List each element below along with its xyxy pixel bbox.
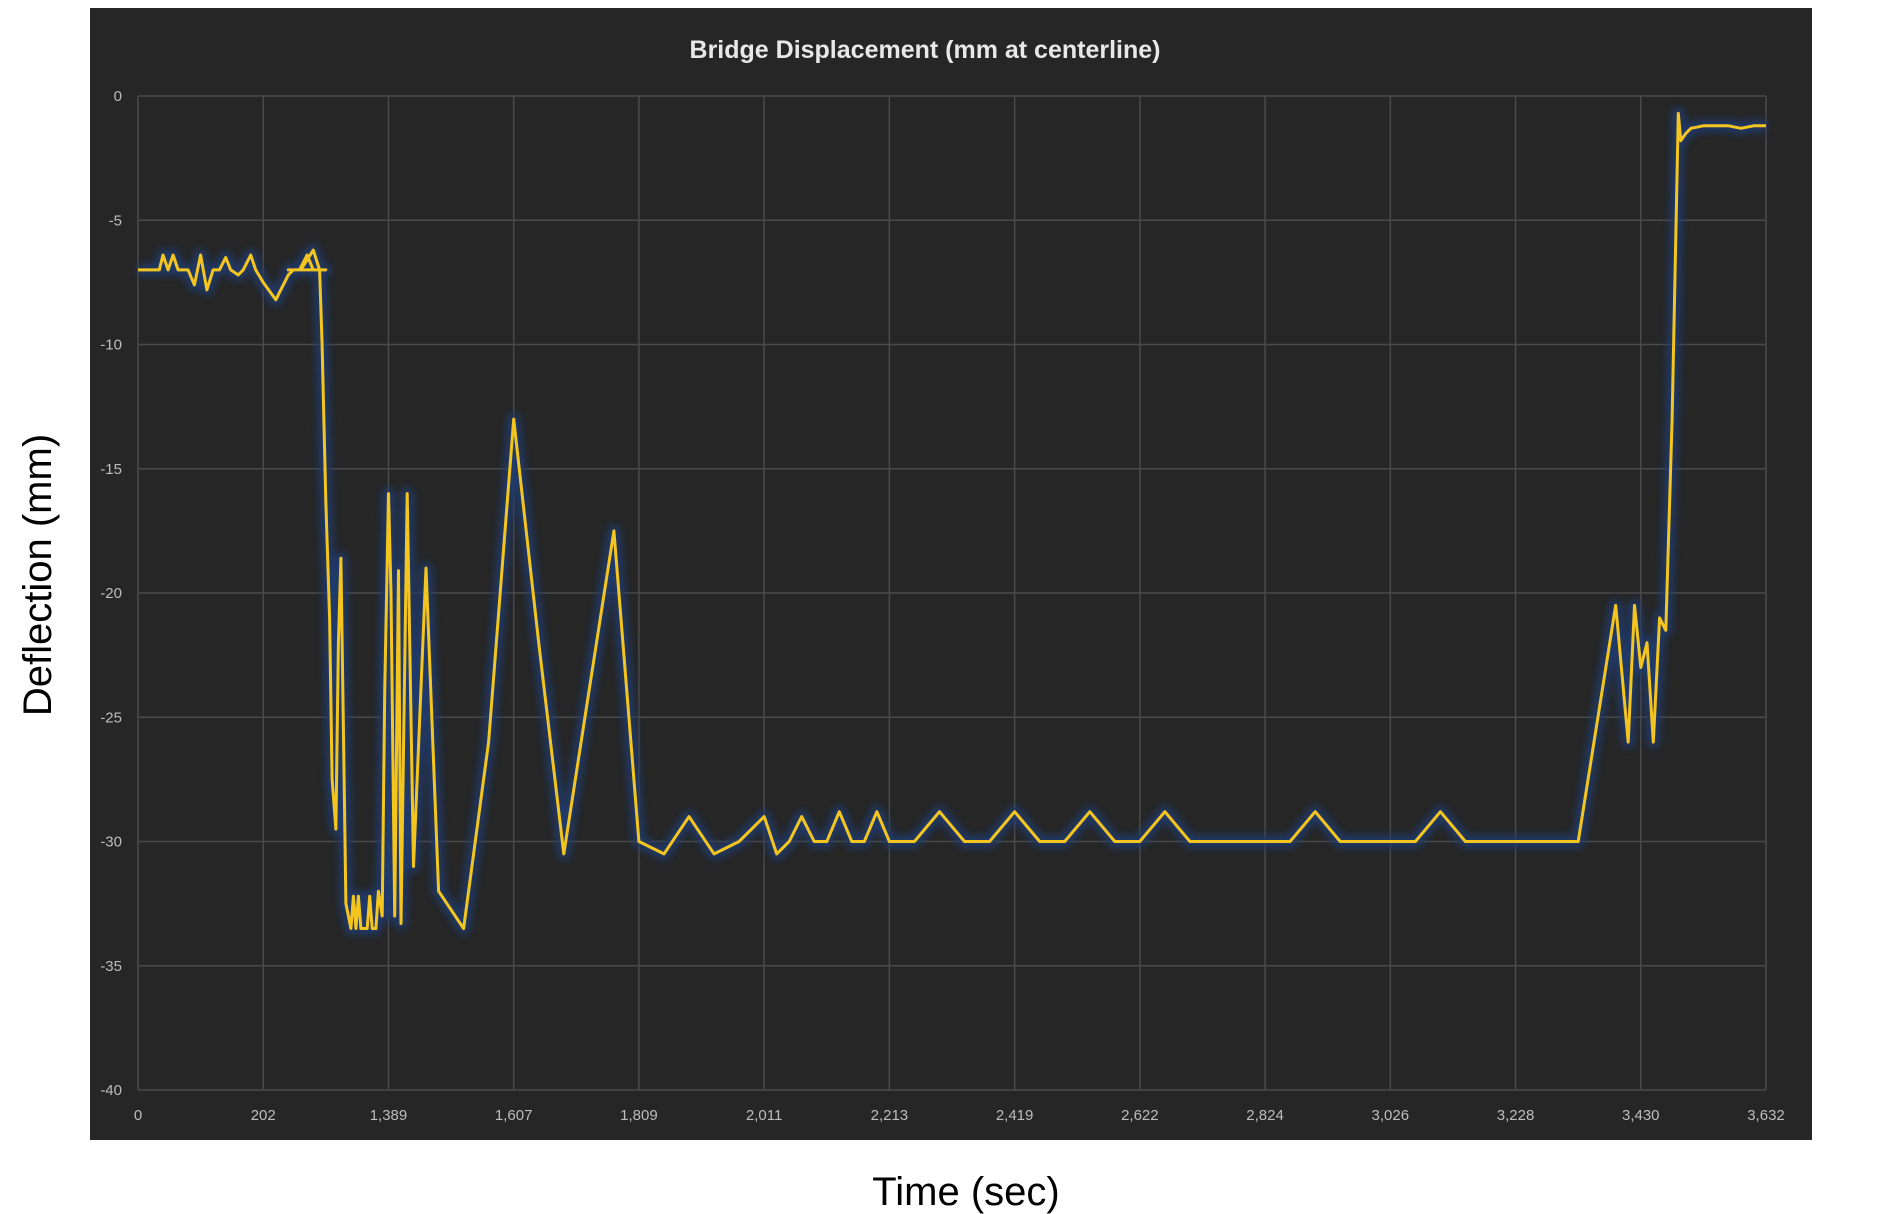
x-tick-label: 0	[134, 1107, 142, 1124]
x-tick-label: 3,228	[1497, 1107, 1535, 1124]
x-tick-label: 3,026	[1372, 1107, 1410, 1124]
x-axis-title: Time (sec)	[872, 1170, 1059, 1214]
y-tick-label: -10	[100, 337, 122, 354]
x-tick-label: 1,389	[370, 1107, 408, 1124]
x-tick-label: 3,632	[1747, 1107, 1785, 1124]
x-tick-label: 1,607	[495, 1107, 533, 1124]
y-tick-label: -40	[100, 1082, 122, 1099]
x-tick-label: 2,824	[1246, 1107, 1284, 1124]
y-tick-label: -15	[100, 461, 122, 478]
x-tick-label: 202	[251, 1107, 276, 1124]
series-layer	[138, 107, 1766, 935]
x-tick-label: 1,809	[620, 1107, 658, 1124]
x-axis: 0 202 1,389 1,607 1,809 2,011 2,213 2,419 2,622 2…	[134, 1107, 1785, 1124]
x-tick-label: 2,419	[996, 1107, 1034, 1124]
x-tick-label: 2,622	[1121, 1107, 1159, 1124]
x-tick-label: 2,213	[871, 1107, 909, 1124]
y-tick-label: -20	[100, 585, 122, 602]
x-tick-label: 2,011	[746, 1107, 782, 1124]
chart-title: Bridge Displacement (mm at centerline)	[690, 36, 1161, 64]
y-tick-label: -5	[109, 212, 122, 229]
y-tick-label: 0	[114, 88, 122, 105]
y-axis-title: Deflection (mm)	[16, 434, 60, 716]
chart-background	[90, 8, 1812, 1140]
series-line-0	[138, 111, 1766, 930]
x-tick-label: 3,430	[1622, 1107, 1660, 1124]
y-tick-label: -30	[100, 834, 122, 851]
y-tick-label: -35	[100, 958, 122, 975]
y-axis: 0 -5 -10 -15 -20 -25 -30 -35 -40	[100, 88, 122, 1099]
y-tick-label: -25	[100, 709, 122, 726]
